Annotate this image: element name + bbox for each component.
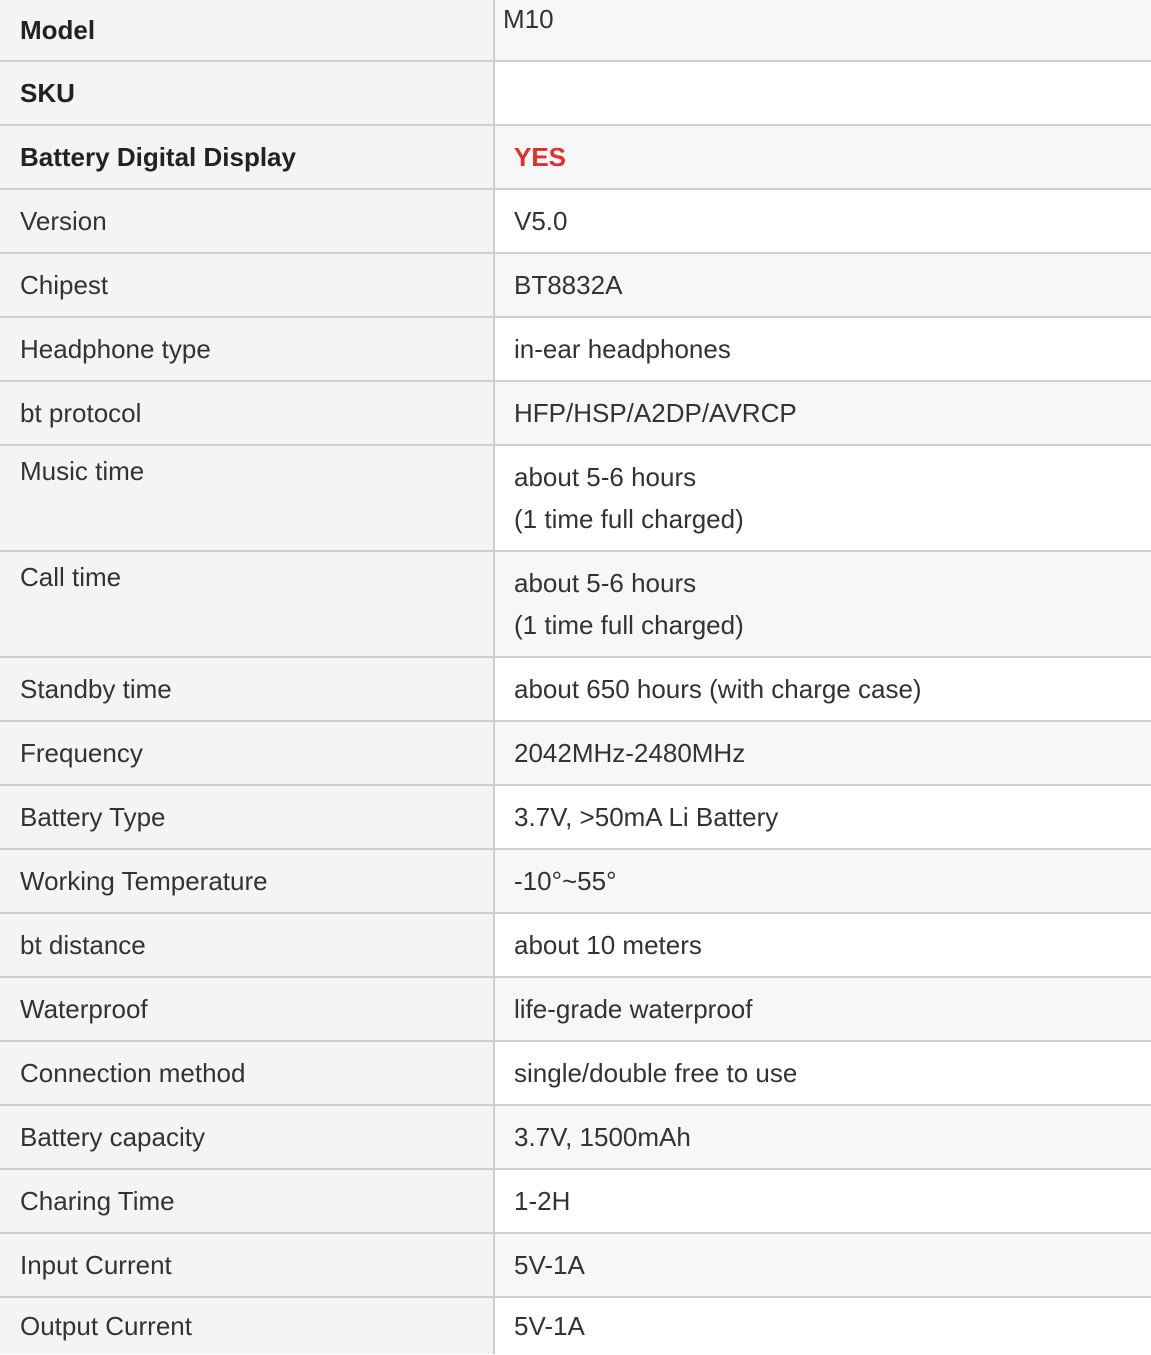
spec-value: V5.0: [495, 190, 1151, 252]
spec-value: YES: [495, 126, 1151, 188]
status-badge: YES: [514, 142, 567, 172]
spec-value-line: about 5-6 hours: [514, 462, 697, 492]
spec-row: Call time about 5-6 hours (1 time full cha…: [0, 552, 1151, 658]
spec-row: SKU: [0, 62, 1151, 126]
spec-value-text: V5.0: [514, 206, 568, 236]
spec-row: Battery Digital Display YES: [0, 126, 1151, 190]
spec-row: Charing Time 1-2H: [0, 1170, 1151, 1234]
spec-value: in-ear headphones: [495, 318, 1151, 380]
spec-value-text: about 10 meters: [514, 930, 702, 960]
spec-row: Music time about 5-6 hours (1 time full ch…: [0, 446, 1151, 552]
spec-label: Working Temperature: [0, 850, 495, 912]
spec-row: Version V5.0: [0, 190, 1151, 254]
spec-value-text: -10°~55°: [514, 866, 617, 896]
spec-value: 1-2H: [495, 1170, 1151, 1232]
spec-value-text: 2042MHz-2480MHz: [514, 738, 746, 768]
spec-label: Headphone type: [0, 318, 495, 380]
spec-value: -10°~55°: [495, 850, 1151, 912]
spec-label: Waterproof: [0, 978, 495, 1040]
spec-value-text: M10: [503, 4, 554, 34]
spec-value: about 10 meters: [495, 914, 1151, 976]
spec-row: Model M10: [0, 0, 1151, 62]
spec-label: bt distance: [0, 914, 495, 976]
spec-label: Model: [0, 0, 495, 60]
spec-label: Input Current: [0, 1234, 495, 1296]
spec-value: about 5-6 hours (1 time full charged): [495, 552, 1151, 656]
spec-row: Waterproof life-grade waterproof: [0, 978, 1151, 1042]
spec-value-line: about 5-6 hours: [514, 568, 697, 598]
spec-value-text: life-grade waterproof: [514, 994, 753, 1024]
spec-label: Music time: [0, 446, 495, 550]
spec-row: Battery Type 3.7V, >50mA Li Battery: [0, 786, 1151, 850]
spec-value: BT8832A: [495, 254, 1151, 316]
spec-value: 5V-1A: [495, 1298, 1151, 1354]
spec-value-text: 1-2H: [514, 1186, 571, 1216]
spec-value-text: 5V-1A: [514, 1311, 585, 1341]
spec-label: Charing Time: [0, 1170, 495, 1232]
spec-value: HFP/HSP/A2DP/AVRCP: [495, 382, 1151, 444]
spec-value-text: in-ear headphones: [514, 334, 731, 364]
spec-value-text: BT8832A: [514, 270, 623, 300]
spec-value-text: 5V-1A: [514, 1250, 585, 1280]
spec-value: M10: [495, 0, 1151, 60]
spec-value: about 5-6 hours (1 time full charged): [495, 446, 1151, 550]
spec-value: about 650 hours (with charge case): [495, 658, 1151, 720]
spec-row: bt protocol HFP/HSP/A2DP/AVRCP: [0, 382, 1151, 446]
spec-value-line: (1 time full charged): [514, 504, 744, 534]
spec-value-text: 3.7V, 1500mAh: [514, 1122, 691, 1152]
spec-label: SKU: [0, 62, 495, 124]
spec-label: Battery Type: [0, 786, 495, 848]
spec-row: Working Temperature -10°~55°: [0, 850, 1151, 914]
spec-value: 5V-1A: [495, 1234, 1151, 1296]
spec-label: Call time: [0, 552, 495, 656]
spec-label: Version: [0, 190, 495, 252]
spec-label: Battery Digital Display: [0, 126, 495, 188]
spec-row: Connection method single/double free to u…: [0, 1042, 1151, 1106]
spec-value: 3.7V, 1500mAh: [495, 1106, 1151, 1168]
spec-row: bt distance about 10 meters: [0, 914, 1151, 978]
spec-label: bt protocol: [0, 382, 495, 444]
spec-value-text: HFP/HSP/A2DP/AVRCP: [514, 398, 797, 428]
spec-value: 2042MHz-2480MHz: [495, 722, 1151, 784]
spec-row: Input Current 5V-1A: [0, 1234, 1151, 1298]
spec-label: Standby time: [0, 658, 495, 720]
spec-row: Battery capacity 3.7V, 1500mAh: [0, 1106, 1151, 1170]
spec-label: Output Current: [0, 1298, 495, 1354]
spec-label: Chipest: [0, 254, 495, 316]
spec-row: Headphone type in-ear headphones: [0, 318, 1151, 382]
spec-value: single/double free to use: [495, 1042, 1151, 1104]
spec-value-text: single/double free to use: [514, 1058, 798, 1088]
spec-value: life-grade waterproof: [495, 978, 1151, 1040]
spec-value: 3.7V, >50mA Li Battery: [495, 786, 1151, 848]
spec-value: [495, 62, 1151, 124]
spec-value-line: (1 time full charged): [514, 610, 744, 640]
spec-label: Connection method: [0, 1042, 495, 1104]
spec-label: Frequency: [0, 722, 495, 784]
spec-row: Standby time about 650 hours (with charge…: [0, 658, 1151, 722]
spec-value-text: about 650 hours (with charge case): [514, 674, 922, 704]
spec-row: Output Current 5V-1A: [0, 1298, 1151, 1354]
spec-label: Battery capacity: [0, 1106, 495, 1168]
spec-value-text: 3.7V, >50mA Li Battery: [514, 802, 779, 832]
spec-row: Chipest BT8832A: [0, 254, 1151, 318]
spec-row: Frequency 2042MHz-2480MHz: [0, 722, 1151, 786]
